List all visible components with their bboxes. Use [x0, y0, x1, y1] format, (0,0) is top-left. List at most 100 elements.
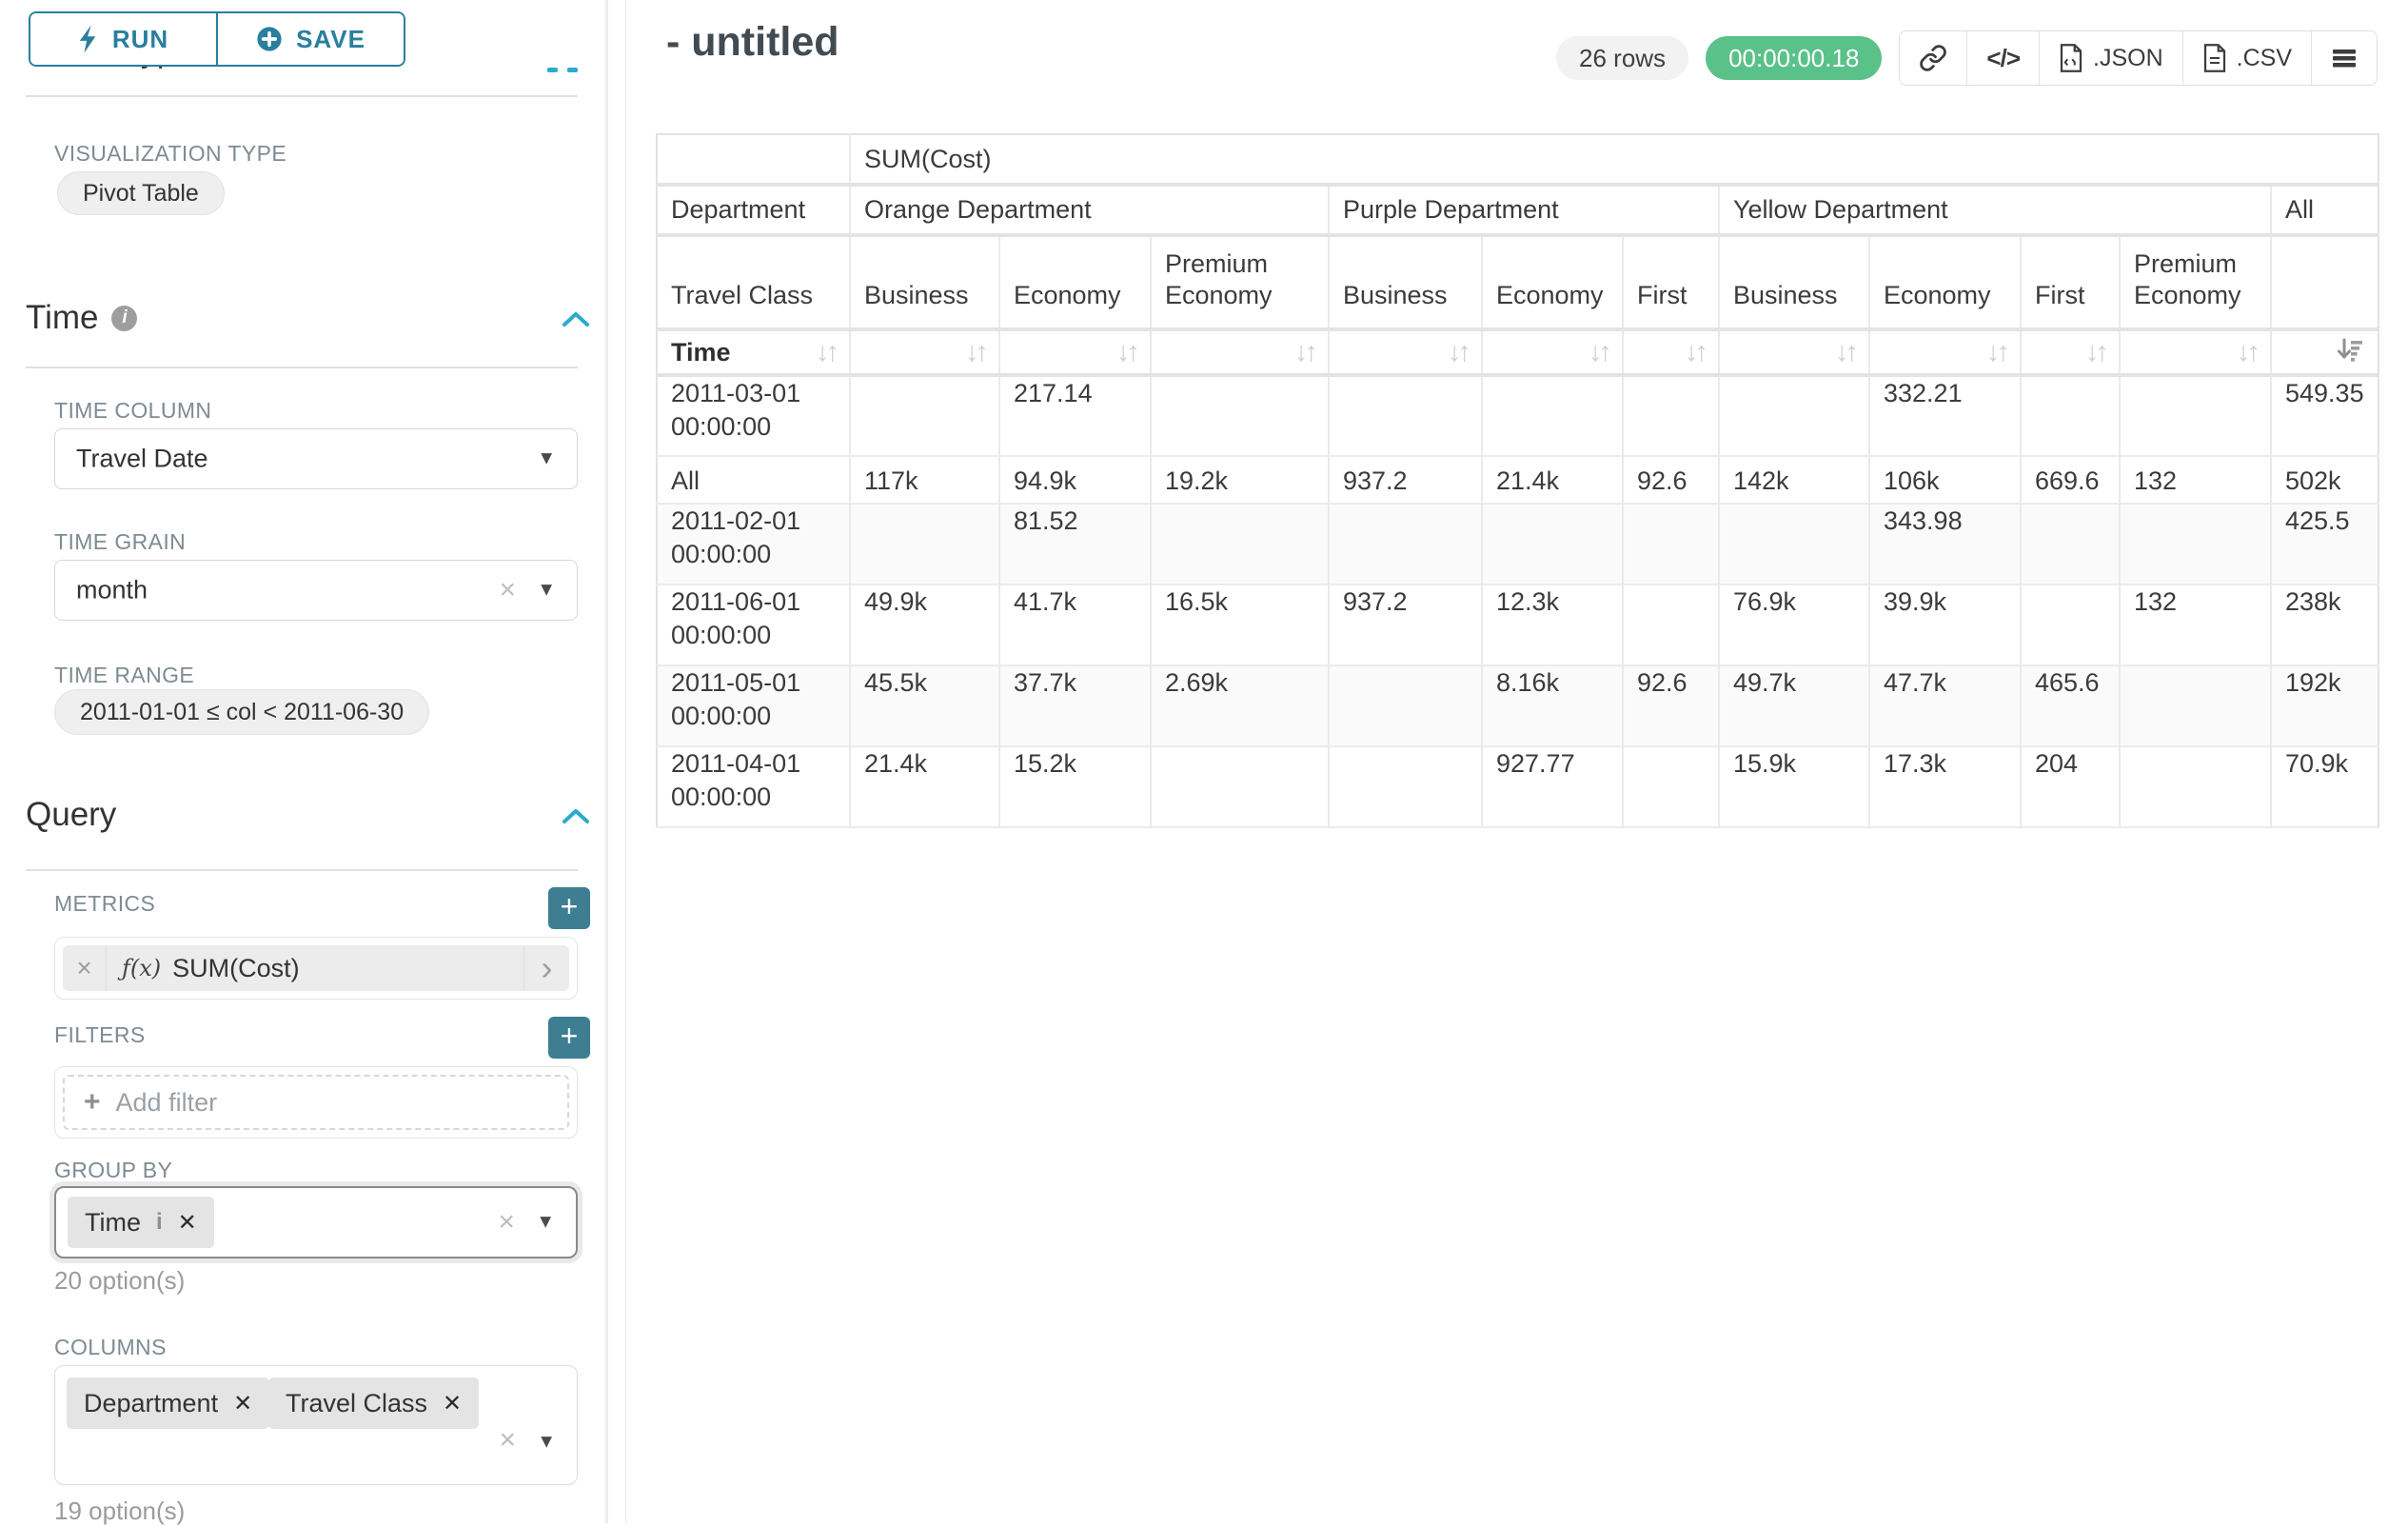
sort-cell-content: ↓↑ — [1165, 336, 1318, 368]
table-cell — [1150, 746, 1329, 828]
sort-toggle-icon[interactable]: ↓↑ — [1589, 336, 1612, 367]
chart-panel: - untitled 26 rows 00:00:00.18 </> .JSON… — [626, 0, 2408, 1523]
sort-toggle-icon[interactable]: ↓↑ — [1835, 336, 1859, 367]
info-icon[interactable]: i — [111, 305, 138, 331]
sort-toggle-icon[interactable]: ↓↑ — [816, 336, 839, 367]
table-cell: 37.7k — [998, 665, 1151, 747]
table-cell — [1328, 375, 1482, 457]
sort-cell: ↓↑ — [1328, 329, 1482, 377]
csv-file-icon — [2203, 44, 2225, 72]
code-icon: </> — [1986, 43, 2021, 72]
metric-chip[interactable]: × ƒ(x) SUM(Cost) › — [63, 945, 569, 991]
chevron-down-icon: ▼ — [537, 579, 556, 601]
lightning-bolt-icon — [79, 25, 96, 53]
table-cell — [1481, 504, 1623, 585]
expand-metric-icon[interactable]: › — [523, 945, 569, 991]
collapse-chevron-icon[interactable] — [562, 310, 590, 327]
remove-chip-icon[interactable]: ✕ — [443, 1390, 463, 1417]
group-by-select[interactable]: Time i ✕ × ▼ — [54, 1186, 578, 1258]
remove-chip-icon[interactable]: ✕ — [233, 1390, 253, 1417]
add-metric-button[interactable]: + — [548, 887, 590, 929]
embed-code-button[interactable]: </> — [1966, 31, 2040, 85]
column-header: Economy — [1481, 235, 1623, 331]
json-file-icon — [2060, 44, 2082, 72]
table-cell — [1150, 504, 1329, 585]
column-group-header: Purple Department — [1328, 185, 1719, 237]
columns-chip-department[interactable]: Department ✕ — [67, 1377, 270, 1429]
menu-button[interactable] — [2311, 31, 2377, 85]
sort-row: Time ↓↑ ↓↑ ↓↑ ↓↑ ↓↑ ↓↑ ↓↑ ↓↑ ↓↑ ↓↑ ↓↑ — [657, 329, 2378, 377]
table-cell — [2020, 375, 2120, 457]
table-cell: 142k — [1718, 456, 1869, 505]
group-by-chip-time[interactable]: Time i ✕ — [68, 1197, 214, 1248]
clear-icon[interactable]: × — [498, 1206, 515, 1238]
add-filter-plus-button[interactable]: + — [548, 1017, 590, 1059]
table-cell: 94.9k — [998, 456, 1151, 505]
sort-descending-icon[interactable] — [2336, 335, 2364, 370]
sort-toggle-icon[interactable]: ↓↑ — [1448, 336, 1471, 367]
column-header: First — [1622, 235, 1719, 331]
add-filter-button[interactable]: + Add filter — [63, 1075, 569, 1130]
corner-label-cell: Department — [657, 185, 850, 237]
sort-toggle-icon[interactable]: ↓↑ — [1294, 336, 1318, 367]
table-cell: 425.5 — [2270, 504, 2378, 585]
sort-toggle-icon[interactable]: ↓↑ — [1685, 336, 1708, 367]
metrics-label: METRICS — [54, 891, 156, 916]
chart-title[interactable]: - untitled — [666, 19, 839, 65]
export-button-group: </> .JSON .CSV — [1899, 30, 2378, 86]
table-cell: 81.52 — [998, 504, 1151, 585]
time-grain-label: TIME GRAIN — [54, 529, 187, 554]
scrolled-icon-fragment — [567, 68, 578, 72]
info-icon[interactable]: i — [156, 1209, 163, 1235]
run-button[interactable]: RUN — [30, 13, 218, 65]
clear-icon[interactable]: × — [499, 1424, 516, 1456]
table-cell: 465.6 — [2020, 665, 2120, 747]
sidebar-scrollbar[interactable] — [605, 0, 608, 1523]
sort-toggle-icon[interactable]: ↓↑ — [2237, 336, 2260, 367]
table-cell: 21.4k — [849, 746, 999, 828]
column-header: Economy — [998, 235, 1151, 331]
sort-cell: ↓↑ — [849, 329, 999, 377]
table-cell: 92.6 — [1622, 665, 1719, 747]
metric-header-row: SUM(Cost) — [657, 134, 2378, 187]
chevron-down-icon: ▼ — [536, 1211, 555, 1233]
sort-toggle-icon[interactable]: ↓↑ — [2085, 336, 2109, 367]
sort-toggle-icon[interactable]: ↓↑ — [965, 336, 989, 367]
export-csv-button[interactable]: .CSV — [2181, 31, 2311, 85]
sort-toggle-icon[interactable]: ↓↑ — [1116, 336, 1140, 367]
columns-chip-travel-class[interactable]: Travel Class ✕ — [268, 1377, 480, 1429]
clear-icon[interactable]: × — [499, 574, 516, 605]
remove-chip-icon[interactable]: ✕ — [177, 1209, 197, 1236]
chevron-down-icon: ▼ — [537, 447, 556, 469]
copy-link-button[interactable] — [1900, 31, 1967, 85]
chevron-down-icon: ▼ — [537, 1431, 556, 1453]
sort-cell-content: ↓↑ — [2035, 336, 2109, 368]
table-cell: 937.2 — [1328, 456, 1482, 505]
table-cell — [2119, 375, 2271, 457]
columns-select[interactable]: Department ✕ Travel Class ✕ × ▼ — [54, 1365, 578, 1485]
time-grain-select[interactable]: month × ▼ — [54, 560, 578, 621]
collapse-chevron-icon[interactable] — [562, 807, 590, 824]
save-button[interactable]: SAVE — [218, 13, 404, 65]
time-column-select[interactable]: Travel Date ▼ — [54, 428, 578, 489]
table-cell — [1718, 504, 1869, 585]
plus-circle-icon — [257, 27, 282, 51]
time-range-value[interactable]: 2011-01-01 ≤ col < 2011-06-30 — [54, 689, 430, 735]
table-cell — [849, 504, 999, 585]
group-by-options-hint: 20 option(s) — [54, 1266, 186, 1295]
metric-label-cell: SUM(Cost) — [849, 134, 2378, 187]
query-timer-badge: 00:00:00.18 — [1706, 36, 1883, 80]
table-cell: 15.2k — [998, 746, 1151, 828]
table-cell: 192k — [2270, 665, 2378, 747]
visualization-type-value[interactable]: Pivot Table — [57, 171, 225, 215]
table-cell: 47.7k — [1868, 665, 2021, 747]
remove-metric-icon[interactable]: × — [63, 945, 107, 991]
export-json-button[interactable]: .JSON — [2039, 31, 2182, 85]
table-row: 2011-05-01 00:00:00 45.5k 37.7k 2.69k 8.16k 9… — [657, 665, 2378, 747]
column-header: First — [2020, 235, 2120, 331]
table-cell: 19.2k — [1150, 456, 1329, 505]
table-cell: 927.77 — [1481, 746, 1623, 828]
table-cell: 117k — [849, 456, 999, 505]
table-cell: 343.98 — [1868, 504, 2021, 585]
sort-toggle-icon[interactable]: ↓↑ — [1986, 336, 2010, 367]
